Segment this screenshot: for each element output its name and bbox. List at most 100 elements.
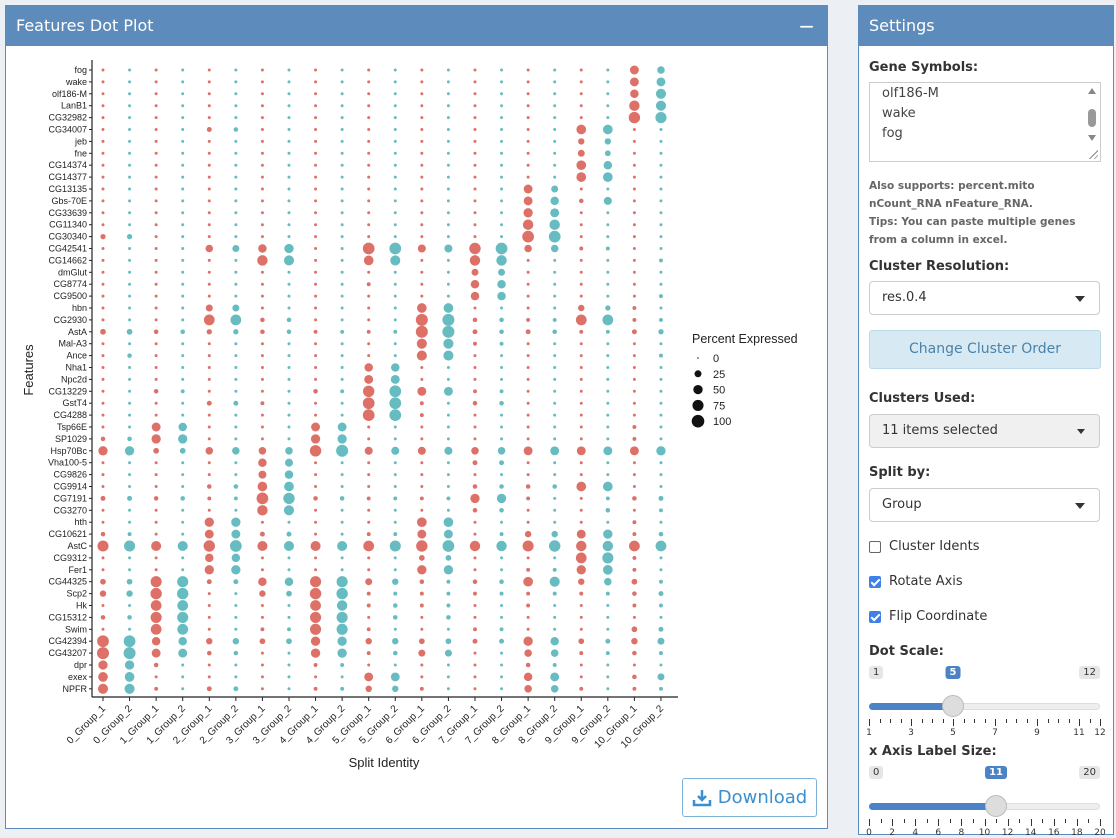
dot [124, 540, 136, 552]
dot [101, 366, 105, 369]
dot [393, 437, 397, 441]
slider-handle[interactable] [985, 795, 1008, 817]
dot [127, 353, 132, 358]
dot [150, 576, 162, 588]
dot [472, 329, 478, 335]
dot [500, 604, 504, 607]
dot [340, 199, 344, 203]
dot [419, 413, 424, 418]
y-tick-label: hth [74, 517, 87, 527]
dot [154, 675, 158, 679]
dot [473, 591, 477, 596]
dot [314, 258, 318, 262]
cluster-resolution-select[interactable]: res.0.4 [869, 281, 1100, 315]
x-axis-label-size-slider[interactable]: 0 20 11 0 2 4 6 8 10 12 14 16 18 20 [866, 766, 1106, 838]
y-tick-label: Scp2 [66, 589, 87, 599]
dot [340, 461, 344, 465]
dot [153, 662, 159, 668]
dot [367, 354, 371, 358]
dot [446, 377, 450, 381]
dot [473, 520, 477, 524]
dot [260, 139, 264, 143]
dot [287, 366, 291, 369]
slider-handle[interactable] [942, 695, 964, 717]
dot [154, 223, 158, 227]
dot [181, 377, 185, 381]
dot [500, 437, 504, 441]
dot [284, 470, 294, 479]
dot [366, 496, 371, 501]
checkbox-flip-coordinate[interactable]: Flip Coordinate [869, 609, 987, 624]
dot [101, 282, 105, 286]
dot [632, 473, 636, 477]
split-by-select[interactable]: Group [869, 488, 1100, 522]
dot-plot-panel: Features Dot Plot − Download [5, 5, 828, 829]
dot [234, 461, 238, 465]
dot [659, 199, 663, 203]
dot [523, 576, 533, 587]
dot [100, 495, 106, 501]
checkbox-checked-icon[interactable] [869, 575, 881, 588]
y-tick-label: CG9914 [53, 482, 87, 492]
minus-icon[interactable]: − [798, 14, 815, 38]
dot [128, 568, 132, 572]
dot [549, 219, 560, 230]
slider-tick-label: 3 [908, 728, 914, 738]
dot [446, 104, 450, 108]
dot [287, 68, 291, 72]
dot [523, 672, 533, 682]
dot [340, 413, 344, 417]
dot [393, 342, 397, 346]
dot [234, 627, 238, 631]
gene-symbols-input[interactable]: olf186-M wake fog [869, 82, 1101, 162]
dot [420, 104, 424, 108]
dot [499, 341, 504, 346]
dot [420, 675, 424, 679]
dot [367, 485, 371, 488]
checkbox-checked-icon[interactable] [869, 610, 881, 623]
dot [575, 314, 587, 326]
dot [473, 354, 477, 358]
dot [287, 175, 291, 179]
dot [260, 651, 264, 655]
resize-handle-icon[interactable] [1088, 149, 1098, 159]
dot [553, 175, 557, 179]
dot [500, 151, 504, 155]
dot [473, 627, 477, 632]
dot [632, 663, 636, 667]
dot [287, 128, 291, 131]
dot [659, 151, 663, 155]
dot [631, 578, 638, 585]
dot [390, 255, 401, 266]
dot [100, 233, 106, 240]
dot [256, 492, 269, 505]
clusters-used-select[interactable]: 11 items selected [869, 414, 1100, 448]
caret-down-icon [1075, 296, 1085, 302]
dot [178, 422, 187, 432]
checkbox-cluster-idents[interactable]: Cluster Idents [869, 539, 979, 554]
checkbox-rotate-axis[interactable]: Rotate Axis [869, 574, 963, 589]
dot [128, 401, 132, 405]
download-button[interactable]: Download [682, 778, 817, 817]
dot [260, 187, 264, 191]
y-tick-label: fne [74, 148, 87, 158]
settings-header: Settings [859, 6, 1113, 46]
dot [526, 151, 530, 155]
textarea-scrollbar[interactable] [1085, 83, 1100, 147]
dot [340, 568, 344, 572]
dot [497, 279, 506, 289]
dot [604, 577, 612, 586]
slider-tick [903, 819, 905, 823]
change-cluster-order-button[interactable]: Change Cluster Order [869, 330, 1101, 369]
dot [128, 116, 132, 120]
dot-scale-slider[interactable]: 1 12 5 1 3 5 7 9 11 12 [866, 666, 1106, 738]
dot [363, 255, 374, 266]
dot [234, 413, 238, 417]
dot [393, 329, 398, 334]
dot [632, 389, 636, 393]
dot [128, 294, 132, 298]
slider-max-label: 20 [1079, 766, 1100, 779]
checkbox-icon[interactable] [869, 540, 881, 553]
dot [446, 591, 451, 596]
dot [526, 116, 530, 120]
